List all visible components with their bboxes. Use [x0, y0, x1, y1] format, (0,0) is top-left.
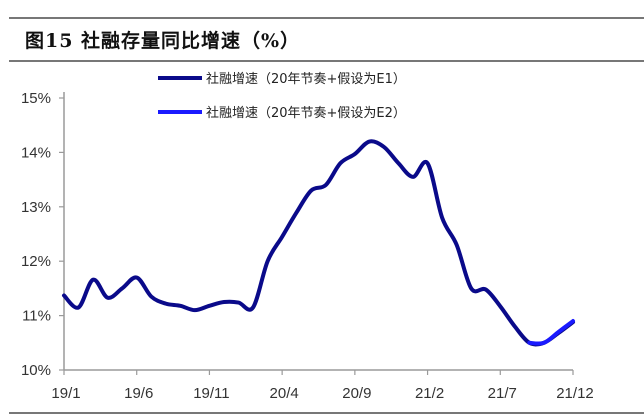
- legend-label-e1: 社融增速（20年节奏+假设为E1）: [206, 71, 406, 87]
- y-tick-label: 11%: [22, 308, 51, 325]
- series-line-e2: [527, 319, 575, 346]
- legend-label-e2: 社融增速（20年节奏+假设为E2）: [206, 105, 406, 121]
- y-tick-label: 13%: [21, 199, 51, 216]
- chart-title: 图15 社融存量同比增速（%）: [25, 30, 301, 52]
- x-tick-label: 20/4: [270, 385, 299, 402]
- series-lines: [62, 139, 575, 347]
- x-tick-label: 20/9: [342, 385, 371, 402]
- y-tick-label: 10%: [21, 362, 51, 379]
- title-rule: [9, 60, 644, 62]
- series-line-e1: [62, 139, 575, 347]
- x-tick-label: 21/12: [556, 385, 594, 402]
- x-tick-label: 19/11: [193, 385, 229, 402]
- y-tick-label: 15%: [21, 90, 51, 107]
- bottom-rule: [9, 412, 644, 414]
- top-rule: [9, 17, 644, 19]
- x-tick-label: 21/7: [488, 385, 517, 402]
- x-tick-label: 19/1: [51, 385, 80, 402]
- x-tick-label: 19/6: [124, 385, 153, 402]
- y-tick-label: 14%: [21, 144, 51, 161]
- legend: 社融增速（20年节奏+假设为E1） 社融增速（20年节奏+假设为E2）: [158, 71, 406, 121]
- axes: 10% 11% 12% 13% 14% 15% 19/1 19/6 19/11 20/4 20/9 2…: [21, 90, 594, 402]
- x-tick-label: 21/2: [415, 385, 444, 402]
- y-tick-label: 12%: [21, 253, 51, 270]
